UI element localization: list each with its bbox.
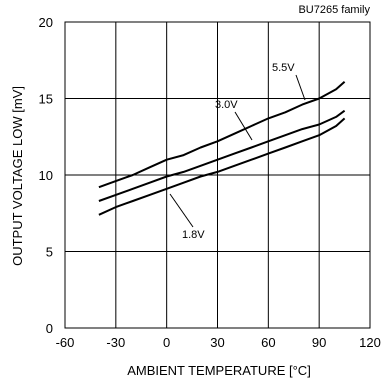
y-tick-label: 15 — [39, 92, 53, 107]
series-line-1-8V — [98, 117, 346, 216]
x-tick-label: 30 — [210, 335, 224, 350]
y-axis-title: OUTPUT VOLTAGE LOW [mV] — [10, 86, 25, 266]
series-label-layer: 5.5V 3.0V 1.8V — [169, 62, 306, 241]
series-layer — [98, 80, 346, 216]
series-label-leader — [295, 74, 306, 101]
x-axis-title: AMBIENT TEMPERATURE [°C] — [127, 363, 311, 378]
series-label-5-5V: 5.5V — [272, 62, 295, 74]
x-tick-label: -30 — [106, 335, 125, 350]
grid-layer — [64, 21, 371, 329]
x-tick-label: 90 — [312, 335, 326, 350]
x-tick-label: 120 — [359, 335, 381, 350]
y-tick-label: 10 — [39, 168, 53, 183]
series-label-1-8V: 1.8V — [182, 229, 205, 241]
y-tick-label: 0 — [46, 321, 53, 336]
x-tick-label: 0 — [163, 335, 170, 350]
series-label-leader — [234, 111, 253, 141]
x-tick-label: -60 — [56, 335, 75, 350]
series-label-leader — [169, 193, 194, 228]
y-tick-label: 5 — [46, 245, 53, 260]
series-line-3-0V — [98, 109, 346, 202]
tick-label-layer: -60 -30 0 30 60 90 120 0 5 10 15 20 — [39, 15, 381, 350]
plot-frame — [64, 21, 371, 329]
series-label-3-0V: 3.0V — [215, 99, 238, 111]
header-annotation: BU7265 family — [298, 4, 370, 16]
y-tick-label: 20 — [39, 15, 53, 30]
x-tick-label: 60 — [261, 335, 275, 350]
series-line-5-5V — [98, 80, 346, 189]
